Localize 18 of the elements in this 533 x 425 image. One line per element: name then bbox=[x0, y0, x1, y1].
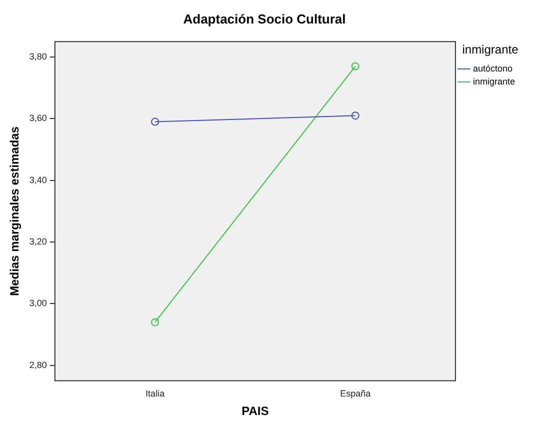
y-tick-label: 3,60 bbox=[29, 113, 47, 124]
chart-title: Adaptación Socio Cultural bbox=[183, 11, 346, 26]
point bbox=[151, 318, 160, 326]
point bbox=[351, 62, 360, 70]
point bbox=[351, 112, 360, 120]
legend-title: inmigrante bbox=[462, 42, 519, 56]
x-tick-label: Italia bbox=[146, 388, 165, 399]
y-tick-label: 2,80 bbox=[29, 360, 47, 370]
x-tick-label: España bbox=[340, 388, 371, 399]
legend-label: autóctono bbox=[472, 63, 513, 74]
legend-label: inmigrante bbox=[472, 76, 516, 86]
y-tick-label: 3,20 bbox=[29, 236, 47, 247]
point bbox=[151, 118, 160, 126]
y-tick-label: 3,80 bbox=[29, 52, 47, 62]
x-axis-title: PAIS bbox=[242, 404, 269, 418]
y-tick-label: 3,40 bbox=[29, 174, 47, 185]
y-axis-title: Medias marginales estimadas bbox=[8, 126, 22, 296]
y-tick-label: 3,00 bbox=[29, 298, 47, 308]
